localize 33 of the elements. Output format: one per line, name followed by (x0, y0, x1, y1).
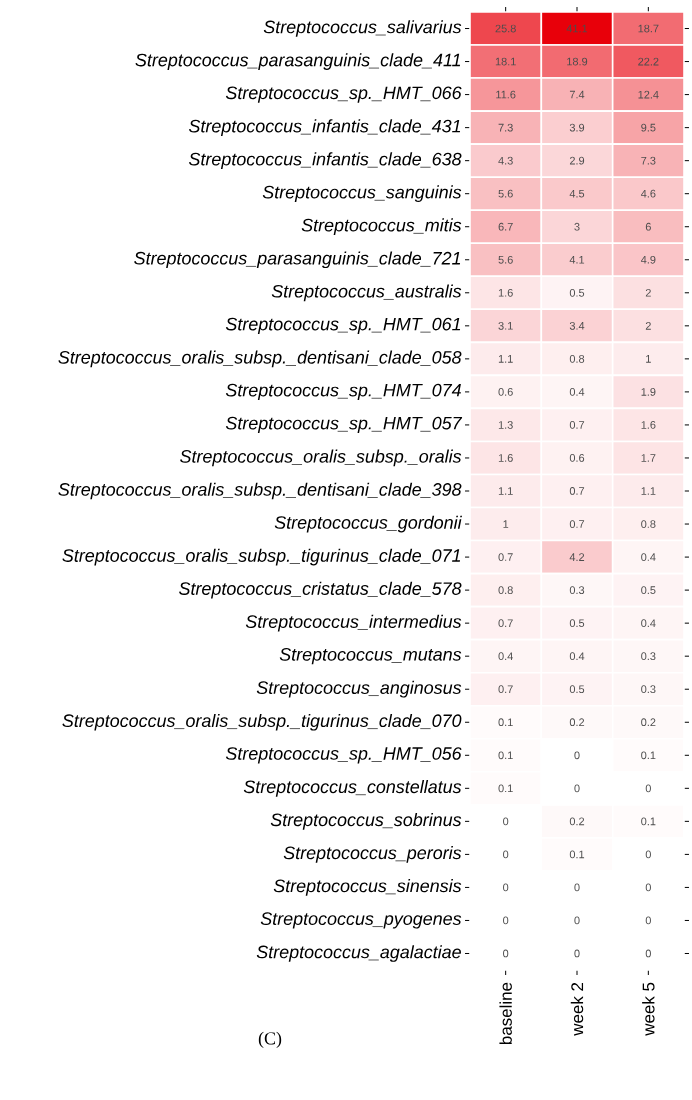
y-tick-label: Streptococcus_constellatus (243, 779, 462, 797)
y-tick-label: Streptococcus_sp._HMT_056 (225, 747, 462, 764)
y-tick-label: Streptococcus_oralis_subsp._tigurinus_clade_070 (62, 713, 462, 731)
y-tick-label: Streptococcus_sinensis (273, 879, 462, 896)
y-tick-label: Streptococcus_peroris (283, 846, 462, 863)
y-tick-label: Streptococcus_oralis_subsp._dentisani_clade_058 (58, 350, 462, 368)
y-tick-label: Streptococcus_oralis_subsp._oralis (180, 449, 462, 467)
y-tick-label: Streptococcus_parasanguinis_clade_411 (135, 53, 461, 70)
y-tick-label: Streptococcus_sp._HMT_066 (225, 86, 462, 103)
y-tick-label: Streptococcus_oralis_subsp._dentisani_clade_398 (58, 482, 462, 500)
y-tick-label: Streptococcus_parasanguinis_clade_721 (134, 251, 461, 269)
x-tick-label: week 2 (570, 982, 584, 1036)
y-tick-label: Streptococcus_infantis_clade_638 (188, 152, 462, 170)
y-tick-label: Streptococcus_australis (271, 284, 462, 302)
y-tick-label: Streptococcus_agalactiae (256, 945, 461, 962)
x-tick-label: week 5 (642, 982, 655, 1036)
y-tick-label: Streptococcus_cristatus_clade_578 (179, 581, 462, 599)
y-tick-label: Streptococcus_salivarius (263, 20, 462, 37)
y-tick-label: Streptococcus_oralis_subsp._tigurinus_clade_071 (62, 548, 461, 566)
y-tick-label: Streptococcus_sp._HMT_061 (225, 317, 461, 334)
y-tick-label: Streptococcus_sanguinis (262, 185, 462, 203)
y-tick-label: Streptococcus_pyogenes (260, 912, 462, 929)
y-tick-label: Streptococcus_gordonii (274, 515, 462, 533)
y-tick-label: Streptococcus_sp._HMT_074 (225, 383, 461, 401)
y-tick-label: Streptococcus_intermedius (245, 614, 462, 632)
y-tick-label: Streptococcus_mitis (301, 218, 462, 236)
y-tick-label: Streptococcus_mutans (279, 648, 462, 665)
y-tick-label: Streptococcus_sobrinus (270, 812, 462, 830)
y-tick-label: Streptococcus_infantis_clade_431 (188, 119, 461, 136)
y-tick-label: Streptococcus_anginosus (256, 680, 462, 698)
x-tick-label: baseline (499, 982, 512, 1045)
text: (C) (258, 1031, 282, 1049)
y-tick-label: Streptococcus_sp._HMT_057 (225, 416, 463, 434)
